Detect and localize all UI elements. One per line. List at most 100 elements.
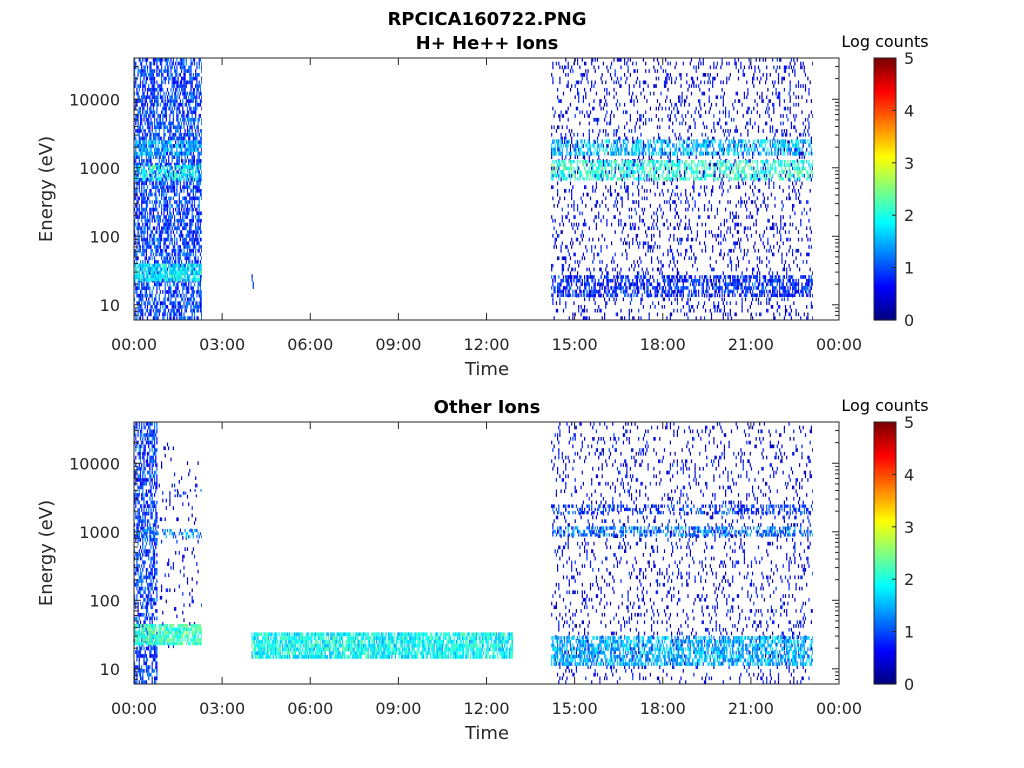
heatmap-cell	[189, 141, 190, 145]
heatmap-cell	[652, 301, 653, 305]
heatmap-cell	[659, 230, 660, 234]
heatmap-cell	[559, 223, 560, 227]
heatmap-cell	[138, 309, 139, 313]
heatmap-cell	[160, 114, 161, 118]
heatmap-cell	[756, 223, 757, 227]
heatmap-cell	[579, 66, 580, 70]
heatmap-cell	[609, 298, 610, 302]
heatmap-cell	[152, 290, 153, 294]
heatmap-cell	[196, 234, 197, 238]
heatmap-cell	[141, 234, 142, 238]
heatmap-cell	[180, 223, 181, 227]
heatmap-cell	[200, 286, 201, 290]
heatmap-cell	[170, 95, 171, 99]
heatmap-cell	[178, 309, 179, 313]
heatmap-cell	[603, 107, 604, 111]
heatmap-cell	[619, 84, 620, 88]
heatmap-cell	[180, 271, 181, 275]
heatmap-cell	[196, 95, 197, 99]
heatmap-cell	[595, 140, 596, 144]
heatmap-cell	[183, 178, 184, 182]
heatmap-cell	[631, 298, 632, 302]
heatmap-cell	[189, 144, 190, 148]
heatmap-cell	[146, 133, 147, 137]
heatmap-cell	[172, 260, 173, 264]
heatmap-cell	[760, 238, 761, 242]
heatmap-cell	[192, 189, 193, 193]
heatmap-cell	[622, 178, 623, 182]
heatmap-cell	[713, 77, 714, 81]
heatmap-cell	[167, 208, 168, 212]
heatmap-cell	[155, 189, 156, 193]
heatmap-cell	[734, 223, 735, 227]
heatmap-cell	[679, 170, 680, 174]
heatmap-cell	[571, 197, 572, 201]
heatmap-cell	[769, 260, 770, 264]
heatmap-cell	[196, 73, 197, 77]
heatmap-cell	[173, 223, 174, 227]
heatmap-cell	[178, 159, 179, 163]
heatmap-cell	[173, 313, 174, 317]
heatmap-cell	[201, 264, 202, 268]
heatmap-cell	[645, 271, 646, 275]
heatmap-cell	[167, 316, 168, 320]
heatmap-cell	[156, 274, 157, 278]
heatmap-cell	[154, 274, 155, 278]
heatmap-cell	[606, 283, 607, 287]
heatmap-cell	[196, 230, 197, 234]
heatmap-cell	[150, 189, 151, 193]
heatmap-cell	[142, 73, 143, 77]
heatmap-cell	[185, 267, 186, 271]
heatmap-cell	[145, 137, 146, 141]
heatmap-cell	[181, 62, 182, 66]
heatmap-cell	[200, 223, 201, 227]
heatmap-cell	[170, 137, 171, 141]
heatmap-cell	[172, 137, 173, 141]
heatmap-cell	[179, 301, 180, 305]
heatmap-cell	[135, 316, 136, 320]
heatmap-cell	[163, 152, 164, 156]
heatmap-cell	[579, 241, 580, 245]
heatmap-cell	[616, 313, 617, 317]
heatmap-cell	[146, 141, 147, 145]
heatmap-cell	[178, 118, 179, 122]
heatmap-cell	[173, 88, 174, 92]
heatmap-cell	[182, 253, 183, 257]
heatmap-cell	[174, 185, 175, 189]
heatmap-cell	[598, 155, 599, 159]
heatmap-cell	[159, 129, 160, 133]
heatmap-cell	[168, 219, 169, 223]
heatmap-cell	[169, 260, 170, 264]
heatmap-cell	[154, 92, 155, 96]
heatmap-cell	[740, 144, 741, 148]
heatmap-cell	[141, 274, 142, 278]
heatmap-cell	[769, 298, 770, 302]
heatmap-cell	[631, 226, 632, 230]
heatmap-cell	[188, 234, 189, 238]
heatmap-cell	[201, 137, 202, 141]
heatmap-cell	[595, 58, 596, 62]
heatmap-cell	[145, 133, 146, 137]
heatmap-cell	[198, 309, 199, 313]
heatmap-cell	[188, 66, 189, 70]
heatmap-cell	[175, 144, 176, 148]
heatmap-cell	[724, 92, 725, 96]
heatmap-cell	[176, 294, 177, 298]
heatmap-cell	[146, 62, 147, 66]
heatmap-cell	[180, 133, 181, 137]
heatmap-cell	[167, 99, 168, 103]
heatmap-cell	[601, 249, 602, 253]
heatmap-cell	[186, 253, 187, 257]
heatmap-cell	[149, 66, 150, 70]
heatmap-cell	[167, 182, 168, 186]
heatmap-cell	[148, 159, 149, 163]
heatmap-cell	[200, 219, 201, 223]
heatmap-cell	[671, 249, 672, 253]
heatmap-cell	[170, 256, 171, 260]
heatmap-cell	[167, 66, 168, 70]
heatmap-cell	[720, 230, 721, 234]
heatmap-cell	[598, 118, 599, 122]
heatmap-cell	[153, 137, 154, 141]
heatmap-cell	[710, 309, 711, 313]
heatmap-cell	[625, 189, 626, 193]
